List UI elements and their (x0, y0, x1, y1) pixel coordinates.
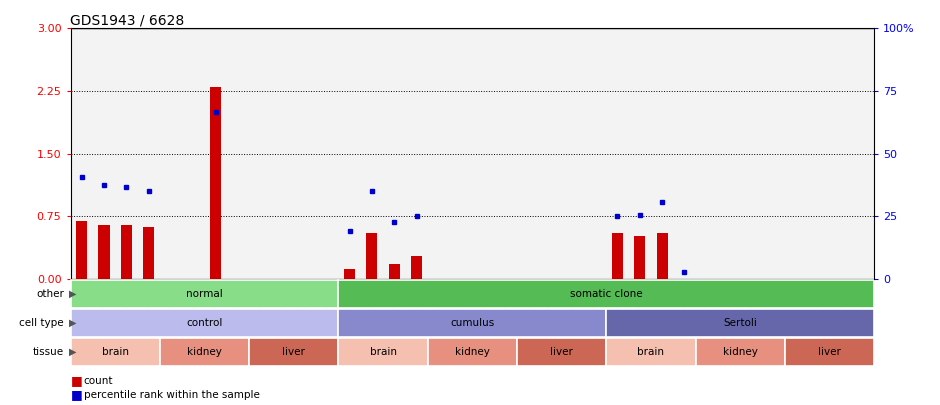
Bar (741, 28, 762, 279)
Text: kidney: kidney (723, 347, 758, 357)
Bar (160, 28, 182, 279)
Text: kidney: kidney (455, 347, 490, 357)
Bar (629, 28, 650, 279)
Text: Sertoli: Sertoli (723, 318, 758, 328)
Bar (137, 28, 160, 279)
Text: ▶: ▶ (69, 318, 76, 328)
Bar (762, 28, 785, 279)
Bar (384, 28, 405, 279)
Bar (70, 28, 93, 279)
Text: ▶: ▶ (69, 347, 76, 357)
Bar (696, 338, 785, 366)
Bar (272, 28, 293, 279)
Bar (494, 28, 517, 279)
Text: ■: ■ (70, 374, 83, 387)
Text: control: control (186, 318, 223, 328)
Bar (70, 309, 338, 337)
Bar (227, 28, 249, 279)
Bar (411, 256, 422, 279)
Bar (829, 28, 852, 279)
Bar (584, 28, 606, 279)
Bar (606, 28, 629, 279)
Bar (540, 28, 562, 279)
Text: GDS1943 / 6628: GDS1943 / 6628 (70, 13, 185, 27)
Bar (76, 221, 87, 279)
Bar (696, 28, 718, 279)
Bar (160, 338, 249, 366)
Bar (852, 28, 874, 279)
Bar (606, 338, 696, 366)
Bar (93, 28, 115, 279)
Bar (293, 28, 316, 279)
Text: count: count (84, 376, 113, 386)
Text: percentile rank within the sample: percentile rank within the sample (84, 390, 259, 400)
Text: brain: brain (102, 347, 129, 357)
Bar (650, 28, 673, 279)
Bar (338, 309, 606, 337)
Bar (428, 338, 517, 366)
Bar (344, 269, 355, 279)
Text: liver: liver (282, 347, 306, 357)
Text: ■: ■ (70, 388, 83, 401)
Bar (473, 28, 494, 279)
Bar (785, 28, 807, 279)
Bar (99, 225, 110, 279)
Text: tissue: tissue (33, 347, 64, 357)
Text: liver: liver (818, 347, 841, 357)
Bar (517, 338, 606, 366)
Bar (606, 309, 874, 337)
Bar (249, 338, 338, 366)
Bar (388, 264, 400, 279)
Bar (70, 338, 160, 366)
Text: brain: brain (637, 347, 665, 357)
Bar (718, 28, 741, 279)
Bar (70, 279, 338, 308)
Bar (210, 87, 221, 279)
Bar (612, 233, 623, 279)
Bar (361, 28, 384, 279)
Text: kidney: kidney (187, 347, 222, 357)
Text: cumulus: cumulus (450, 318, 494, 328)
Bar (807, 28, 830, 279)
Text: liver: liver (550, 347, 573, 357)
Bar (205, 28, 227, 279)
Bar (143, 227, 154, 279)
Bar (182, 28, 205, 279)
Bar (316, 28, 338, 279)
Text: other: other (36, 289, 64, 298)
Text: somatic clone: somatic clone (570, 289, 643, 298)
Text: cell type: cell type (20, 318, 64, 328)
Text: ▶: ▶ (69, 289, 76, 298)
Bar (338, 279, 874, 308)
Bar (634, 236, 646, 279)
Bar (785, 338, 874, 366)
Bar (120, 225, 132, 279)
Bar (450, 28, 472, 279)
Bar (115, 28, 137, 279)
Bar (517, 28, 540, 279)
Text: normal: normal (186, 289, 223, 298)
Bar (656, 233, 667, 279)
Bar (562, 28, 584, 279)
Bar (367, 233, 378, 279)
Bar (428, 28, 450, 279)
Text: brain: brain (369, 347, 397, 357)
Bar (673, 28, 696, 279)
Bar (249, 28, 272, 279)
Bar (338, 338, 428, 366)
Bar (405, 28, 428, 279)
Bar (338, 28, 361, 279)
